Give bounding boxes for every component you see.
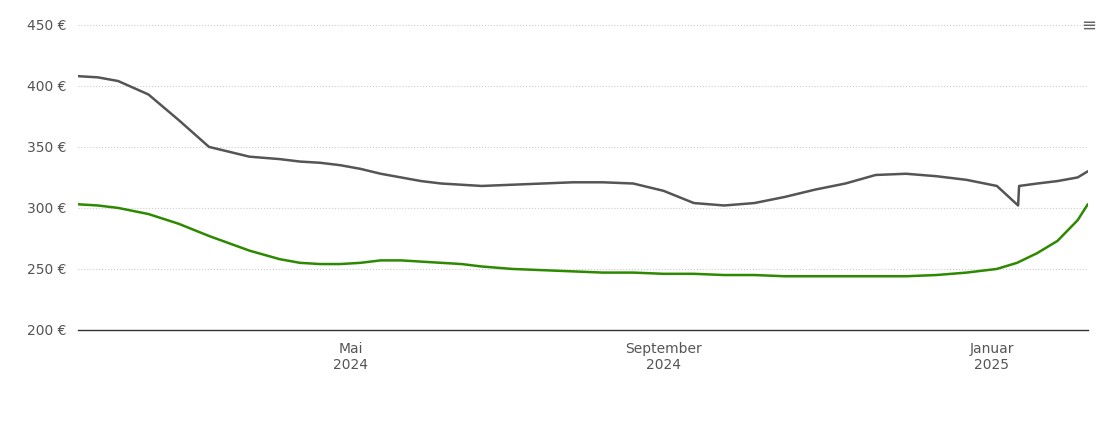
Text: ≡: ≡	[1081, 17, 1097, 35]
